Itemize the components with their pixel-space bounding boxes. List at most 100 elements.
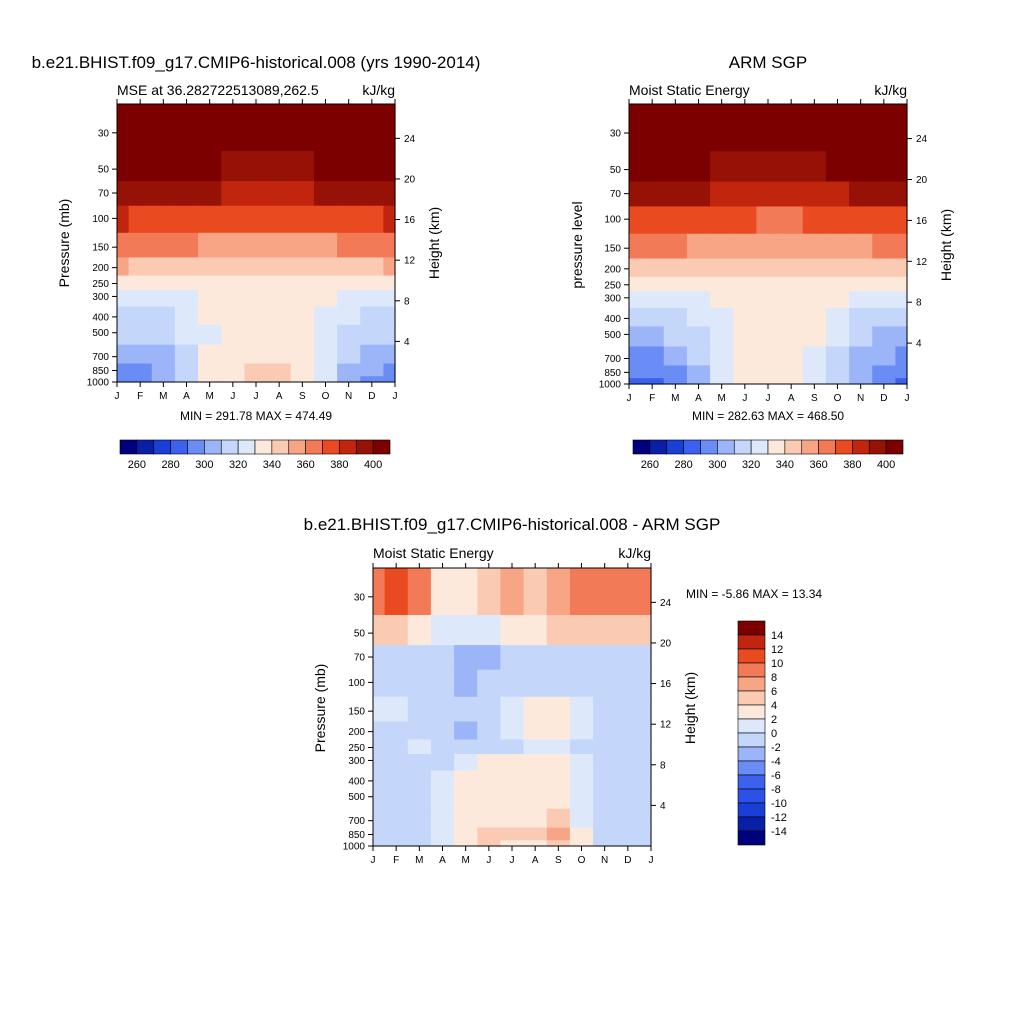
colorbar-label: 10 xyxy=(771,658,783,670)
heatmap-cell xyxy=(779,206,804,235)
heatmap-cell xyxy=(639,753,652,772)
heatmap-cell xyxy=(383,275,396,291)
y2-tick-label: 12 xyxy=(916,257,928,268)
heatmap-cell xyxy=(267,232,292,259)
heatmap-cells xyxy=(117,104,396,383)
heatmap-cell xyxy=(174,205,199,234)
colorbar-label: 300 xyxy=(195,459,213,471)
heatmap-cell xyxy=(244,150,269,182)
colorbar-label: 300 xyxy=(708,459,726,471)
colorbar-box xyxy=(885,439,904,455)
colorbar-label: 320 xyxy=(742,459,760,471)
heatmap-cell xyxy=(825,308,850,327)
y-tick-label: 150 xyxy=(348,707,365,718)
y-tick-label: 850 xyxy=(348,830,365,841)
colorbar-label: 400 xyxy=(877,459,895,471)
heatmap-cell xyxy=(383,289,396,308)
heatmap-cell xyxy=(454,770,478,790)
x-tick-label: N xyxy=(345,391,352,402)
x-tick-label: J xyxy=(230,391,235,402)
colorbar-label: 360 xyxy=(809,459,827,471)
colorbar-box xyxy=(737,830,766,846)
heatmap-cell xyxy=(849,233,873,260)
heatmap-cell xyxy=(244,289,269,308)
heatmap-cell xyxy=(593,788,617,810)
heatmap-cell xyxy=(174,363,199,377)
y-tick-label: 50 xyxy=(354,629,366,640)
heatmap-cell xyxy=(686,308,711,327)
heatmap-cell xyxy=(569,788,594,810)
left-string: Moist Static Energy xyxy=(629,82,750,98)
heatmap-cell xyxy=(221,376,246,383)
heatmap-cell xyxy=(360,344,385,365)
heatmap-cell xyxy=(430,788,455,810)
heatmap-cell xyxy=(198,181,222,207)
heatmap-cell xyxy=(313,275,338,291)
heatmap-cell xyxy=(802,346,827,367)
colorbar-box xyxy=(737,648,766,664)
colorbar-box xyxy=(737,760,766,776)
heatmap-cell xyxy=(454,739,478,755)
heatmap-cell xyxy=(430,614,455,646)
heatmap-cell xyxy=(733,258,758,278)
heatmap-cell xyxy=(430,770,455,790)
heatmap-cell xyxy=(710,308,734,327)
x-tick-label: S xyxy=(811,393,818,404)
heatmap-cell xyxy=(569,827,594,841)
heatmap-cell xyxy=(128,306,153,326)
colorbar-box xyxy=(737,704,766,720)
heatmap-cell xyxy=(174,232,199,259)
heatmap-cell xyxy=(360,181,385,207)
heatmap-cell xyxy=(629,276,642,292)
heatmap-cell xyxy=(198,257,222,277)
heatmap-cell xyxy=(198,289,222,308)
heatmap-cell xyxy=(733,104,758,152)
heatmap-cell xyxy=(593,770,617,790)
heatmap-cell xyxy=(756,104,781,152)
x-tick-label: F xyxy=(649,393,655,404)
heatmap-cell xyxy=(756,378,781,385)
heatmap-cell xyxy=(569,614,594,646)
heatmap-cell xyxy=(640,291,665,309)
heatmap-cell xyxy=(756,291,781,309)
heatmap-cell xyxy=(616,645,641,671)
height-axis: 24 20 16 12 8 4 xyxy=(907,134,928,350)
heatmap-cell xyxy=(267,363,292,377)
x-tick-label: F xyxy=(137,391,143,402)
y2-tick-label: 12 xyxy=(660,720,672,731)
heatmap-cell xyxy=(825,291,850,309)
heatmap-cell xyxy=(151,363,176,377)
heatmap-cell xyxy=(825,365,850,379)
colorbar-box xyxy=(737,774,766,790)
heatmap-cell xyxy=(454,721,478,741)
y-axis-label: Pressure (mb) xyxy=(56,199,72,288)
y-tick-label: 50 xyxy=(610,165,622,176)
heatmap-cell xyxy=(639,645,652,671)
heatmap-cell xyxy=(477,827,502,841)
heatmap-cell xyxy=(663,276,688,292)
heatmap-cell xyxy=(686,181,711,208)
heatmap-cell xyxy=(430,827,455,841)
heatmap-cell xyxy=(477,696,502,723)
heatmap-cell xyxy=(569,568,594,616)
heatmap-cell xyxy=(313,344,338,365)
heatmap-cell xyxy=(313,257,338,277)
heatmap-cell xyxy=(639,840,652,847)
heatmap-cell xyxy=(616,721,641,741)
heatmap-cell xyxy=(593,808,617,829)
heatmap-cell xyxy=(407,808,432,829)
colorbar-label: 320 xyxy=(229,459,247,471)
heatmap-cell xyxy=(151,150,176,182)
colorbar: 14 12 10 8 6 4 2 0 -2 -4 -6 -8 -10 -12 -14 xyxy=(737,620,787,846)
heatmap-cell xyxy=(546,568,571,616)
heatmap-cell xyxy=(629,151,642,183)
heatmap-cell xyxy=(174,324,199,346)
heatmap-cell xyxy=(244,232,269,259)
heatmap-cell xyxy=(383,181,396,207)
x-tick-label: O xyxy=(578,855,586,866)
heatmap-cell xyxy=(151,324,176,346)
heatmap-cell xyxy=(639,568,652,616)
colorbar-label: -6 xyxy=(771,770,781,782)
heatmap-cell xyxy=(373,739,386,755)
heatmap-cell xyxy=(290,104,315,152)
